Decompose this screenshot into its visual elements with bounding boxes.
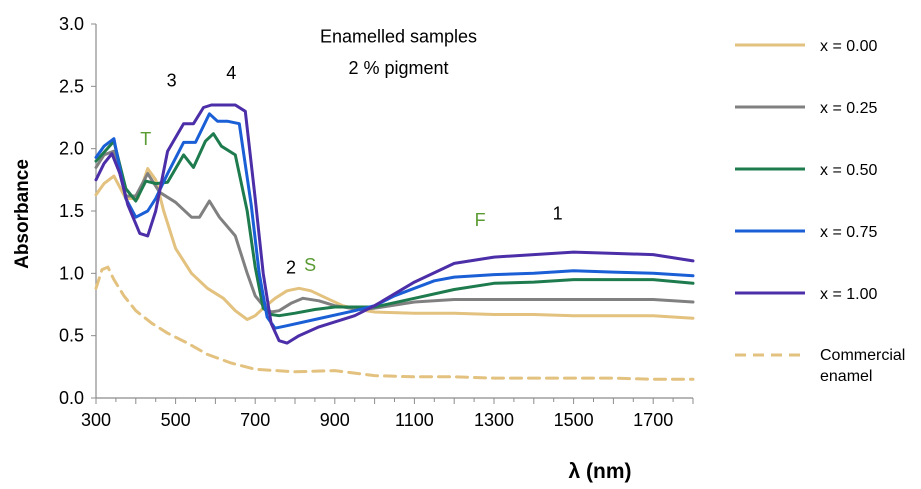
x-axis-title: λ (nm): [569, 460, 632, 483]
legend-label-4: x = 1.00: [820, 286, 877, 303]
y-tick-label: 2.0: [59, 139, 84, 159]
annotation-label: 3: [167, 70, 177, 90]
y-tick-label: 0.5: [59, 326, 84, 346]
series-line-1: [94, 149, 695, 314]
x-tick-label: 500: [161, 410, 191, 430]
annotation-label: 1: [553, 204, 563, 224]
x-tick-label: 700: [240, 410, 270, 430]
x-tick-label: 1500: [554, 410, 594, 430]
x-tick-label: 300: [81, 410, 111, 430]
legend-label-2: x = 0.50: [820, 162, 877, 179]
annotation-label: 4: [226, 63, 236, 83]
legend-label-0: x = 0.00: [820, 38, 877, 55]
x-tick-label: 1700: [633, 410, 673, 430]
annotations: Enamelled samples 2 % pigment 3 4 T 2 S F 1: [140, 27, 562, 278]
series-layer: [94, 103, 695, 381]
series-line-3: [94, 112, 695, 330]
legend-label-5: Commercial enamel: [820, 347, 905, 385]
y-tick-label: 1.5: [59, 201, 84, 221]
annotation-label: 2: [286, 257, 296, 277]
annotation-label: 2 % pigment: [348, 58, 448, 78]
x-tick-label: 1100: [395, 410, 434, 430]
x-tick-label: 900: [320, 410, 350, 430]
y-tick-label: 1.0: [59, 263, 84, 283]
annotation-label: S: [304, 255, 316, 275]
series-line-4: [94, 103, 695, 345]
y-axis-title: Absorbance: [12, 159, 33, 269]
annotation-label: Enamelled samples: [320, 27, 477, 47]
annotation-label: T: [140, 129, 151, 149]
y-tick-label: 2.5: [59, 76, 84, 96]
y-tick-label: 0.0: [59, 388, 84, 408]
legend: x = 0.00 x = 0.25 x = 0.50 x = 0.75 x = 1.00…: [735, 38, 905, 385]
x-tick-label: 1300: [474, 410, 514, 430]
series-line-2: [94, 132, 695, 318]
legend-label-3: x = 0.75: [820, 224, 877, 241]
legend-label-1: x = 0.25: [820, 100, 877, 117]
y-tick-label: 3.0: [59, 14, 84, 34]
series-line-5: [94, 265, 695, 381]
axes: 0.0 0.5 1.0 1.5 2.0 2.5 3.0 300 500 700 900 1100 130…: [59, 14, 694, 430]
annotation-label: F: [475, 210, 486, 230]
